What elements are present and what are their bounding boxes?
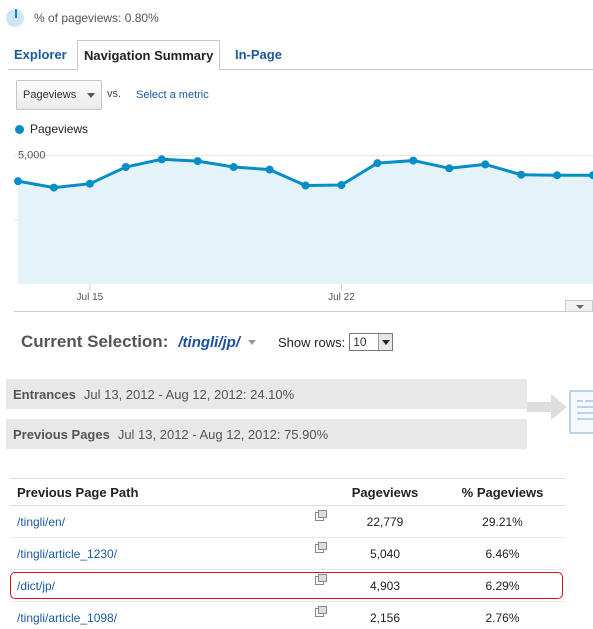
caret-down-icon[interactable]	[248, 339, 257, 345]
entrances-title: Entrances	[13, 386, 76, 402]
pageviews-summary: % of pageviews: 0.80%	[6, 8, 159, 28]
data-point	[337, 181, 346, 189]
current-selection-row: Current Selection: /tingli/jp/ Show rows…	[21, 330, 394, 354]
chart-legend: Pageviews	[15, 122, 88, 136]
data-point	[14, 177, 22, 186]
pct-cell: 2.76%	[485, 610, 520, 625]
table-header: Previous Page Path Pageviews % Pageviews	[10, 478, 565, 506]
pageviews-cell: 2,156	[369, 610, 401, 625]
data-point	[445, 164, 454, 173]
metric-dropdown-value: Pageviews	[23, 89, 77, 101]
legend-label: Pageviews	[30, 122, 89, 136]
data-point	[553, 171, 562, 180]
table-row: /tingli/en/ 22,779 29.21%	[10, 506, 565, 538]
chart-scroll-handle[interactable]	[565, 300, 593, 312]
data-point	[301, 181, 310, 190]
data-point	[265, 165, 274, 174]
page-path-link[interactable]: /tingli/en/	[17, 514, 66, 529]
data-point	[193, 157, 202, 166]
tab-in-page[interactable]: In-Page	[235, 47, 282, 62]
summary-text: % of pageviews: 0.80%	[34, 11, 159, 25]
previous-pages-table: Previous Page Path Pageviews % Pageviews…	[10, 478, 565, 629]
pct-cell: 6.46%	[485, 546, 520, 561]
data-point	[121, 163, 130, 171]
current-selection-value[interactable]: /tingli/jp/	[178, 333, 241, 351]
series-area	[18, 159, 593, 284]
previous-pages-title: Previous Pages	[13, 426, 110, 442]
flow-arrow-icon	[527, 394, 567, 420]
dropdown-arrow-icon	[378, 334, 393, 350]
table-row: /dict/jp/ 4,903 6.29%	[10, 570, 565, 602]
page-path-link[interactable]: /tingli/article_1098/	[17, 610, 118, 625]
entrances-detail: Jul 13, 2012 - Aug 12, 2012: 24.10%	[83, 386, 295, 402]
chart-range-bar	[14, 298, 593, 312]
open-link-icon[interactable]	[315, 605, 327, 617]
page-path-link[interactable]: /dict/jp/	[17, 578, 56, 593]
page-document-icon	[569, 390, 593, 434]
open-link-icon[interactable]	[315, 541, 327, 553]
x-tick-label: Jul 22	[328, 292, 355, 300]
metric-dropdown[interactable]: Pageviews	[16, 80, 102, 110]
entrances-bar: Entrances Jul 13, 2012 - Aug 12, 2012: 2…	[6, 379, 527, 409]
show-rows-value: 10	[353, 335, 367, 349]
page-path-link[interactable]: /tingli/article_1230/	[17, 546, 118, 561]
pageviews-cell: 5,040	[369, 546, 401, 561]
pct-cell: 6.29%	[485, 578, 520, 593]
data-point	[157, 155, 166, 164]
pie-chart-icon	[6, 9, 24, 27]
header-pct-pageviews[interactable]: % Pageviews	[461, 484, 544, 500]
tab-explorer[interactable]: Explorer	[14, 47, 67, 62]
data-point	[409, 156, 418, 165]
header-pageviews[interactable]: Pageviews	[351, 484, 419, 500]
data-point	[589, 171, 593, 180]
data-point	[49, 183, 58, 192]
previous-pages-bar: Previous Pages Jul 13, 2012 - Aug 12, 20…	[6, 419, 527, 449]
chevron-down-icon	[87, 93, 95, 98]
vs-label: vs.	[107, 88, 122, 100]
show-rows-select[interactable]: 10	[349, 333, 394, 351]
pct-cell: 29.21%	[482, 514, 523, 529]
data-point	[229, 163, 238, 171]
select-metric-link[interactable]: Select a metric	[136, 89, 209, 101]
pageviews-cell: 4,903	[369, 578, 401, 593]
x-tick-label: Jul 15	[77, 292, 104, 300]
data-point	[373, 159, 382, 168]
pageviews-cell: 22,779	[366, 514, 404, 529]
open-link-icon[interactable]	[315, 573, 327, 585]
header-path[interactable]: Previous Page Path	[17, 484, 139, 500]
legend-dot-icon	[15, 124, 24, 134]
tab-navigation-summary[interactable]: Navigation Summary	[77, 40, 221, 71]
data-point	[517, 170, 526, 179]
data-point	[481, 160, 490, 169]
current-selection-label: Current Selection:	[21, 332, 169, 351]
table-row: /tingli/article_1098/ 2,156 2.76%	[10, 602, 565, 629]
report-tabs: Explorer Navigation Summary In-Page	[8, 40, 593, 71]
table-row: /tingli/article_1230/ 5,040 6.46%	[10, 538, 565, 570]
previous-pages-detail: Jul 13, 2012 - Aug 12, 2012: 75.90%	[117, 426, 329, 442]
show-rows-label: Show rows:	[278, 334, 346, 350]
open-link-icon[interactable]	[315, 509, 327, 521]
data-point	[85, 179, 94, 188]
y-tick-label: 5,000	[18, 149, 46, 161]
